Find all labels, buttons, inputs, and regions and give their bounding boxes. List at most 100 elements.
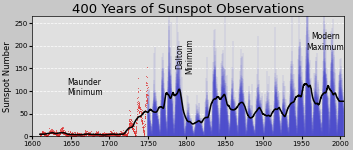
Point	[137, 106, 142, 108]
Point	[83, 133, 89, 135]
Point	[38, 134, 44, 136]
Point	[71, 134, 76, 137]
Point	[72, 135, 78, 137]
Point	[88, 133, 94, 135]
Point	[104, 135, 109, 137]
Point	[112, 133, 117, 135]
Point	[101, 131, 107, 134]
Point	[98, 134, 104, 136]
Point	[125, 129, 131, 131]
Point	[123, 133, 128, 135]
Point	[124, 133, 129, 135]
Point	[141, 130, 147, 132]
Point	[130, 127, 136, 129]
Point	[121, 133, 127, 136]
Point	[81, 134, 87, 136]
Point	[143, 84, 149, 86]
Point	[133, 121, 139, 123]
Point	[136, 106, 142, 109]
Point	[70, 133, 76, 135]
Point	[144, 94, 149, 96]
Point	[59, 125, 64, 128]
Point	[80, 135, 86, 137]
Point	[89, 134, 95, 136]
Point	[50, 131, 56, 133]
Point	[114, 134, 120, 136]
Point	[76, 133, 82, 136]
Point	[77, 132, 83, 134]
Point	[142, 116, 148, 118]
Point	[62, 132, 67, 134]
Point	[85, 133, 90, 135]
Point	[52, 133, 57, 135]
Point	[54, 134, 60, 136]
Point	[86, 133, 92, 136]
Point	[40, 131, 46, 134]
Point	[48, 131, 54, 134]
Point	[115, 134, 121, 137]
Point	[85, 131, 91, 134]
Point	[100, 134, 106, 136]
Point	[51, 132, 57, 135]
Point	[49, 128, 55, 130]
Point	[103, 134, 109, 137]
Point	[112, 133, 118, 136]
Point	[55, 134, 61, 136]
Point	[98, 134, 104, 137]
Point	[81, 134, 86, 136]
Point	[76, 132, 82, 135]
Point	[66, 134, 71, 136]
Point	[42, 133, 47, 136]
Point	[88, 133, 94, 136]
Point	[42, 134, 48, 136]
Point	[58, 132, 63, 134]
Point	[111, 134, 117, 136]
Point	[97, 134, 103, 137]
Point	[116, 133, 121, 136]
Point	[115, 135, 121, 137]
Point	[61, 132, 67, 135]
Point	[79, 134, 84, 137]
Point	[118, 132, 124, 135]
Point	[54, 135, 60, 137]
Point	[42, 132, 48, 135]
Point	[139, 120, 144, 123]
Point	[55, 133, 61, 135]
Point	[90, 134, 96, 137]
Point	[127, 122, 133, 124]
Point	[138, 110, 144, 112]
Point	[49, 129, 55, 132]
Point	[117, 133, 123, 135]
Point	[48, 132, 53, 134]
Point	[131, 130, 137, 133]
Point	[106, 132, 112, 135]
Point	[56, 134, 62, 136]
Point	[127, 122, 132, 124]
Point	[44, 134, 49, 137]
Point	[126, 117, 132, 120]
Point	[42, 134, 48, 136]
Point	[101, 134, 107, 136]
Point	[92, 133, 98, 136]
Point	[143, 99, 149, 101]
Point	[61, 129, 66, 131]
Point	[110, 132, 115, 134]
Point	[37, 134, 43, 137]
Point	[115, 134, 121, 136]
Point	[106, 135, 111, 137]
Point	[83, 132, 89, 135]
Point	[120, 133, 125, 135]
Point	[133, 130, 139, 132]
Point	[72, 135, 77, 137]
Point	[120, 129, 126, 132]
Point	[136, 107, 142, 110]
Point	[77, 134, 82, 136]
Point	[91, 133, 96, 136]
Point	[142, 126, 147, 129]
Point	[60, 130, 66, 132]
Point	[140, 128, 146, 131]
Point	[129, 125, 134, 128]
Point	[138, 114, 144, 116]
Point	[38, 132, 44, 135]
Point	[53, 134, 59, 136]
